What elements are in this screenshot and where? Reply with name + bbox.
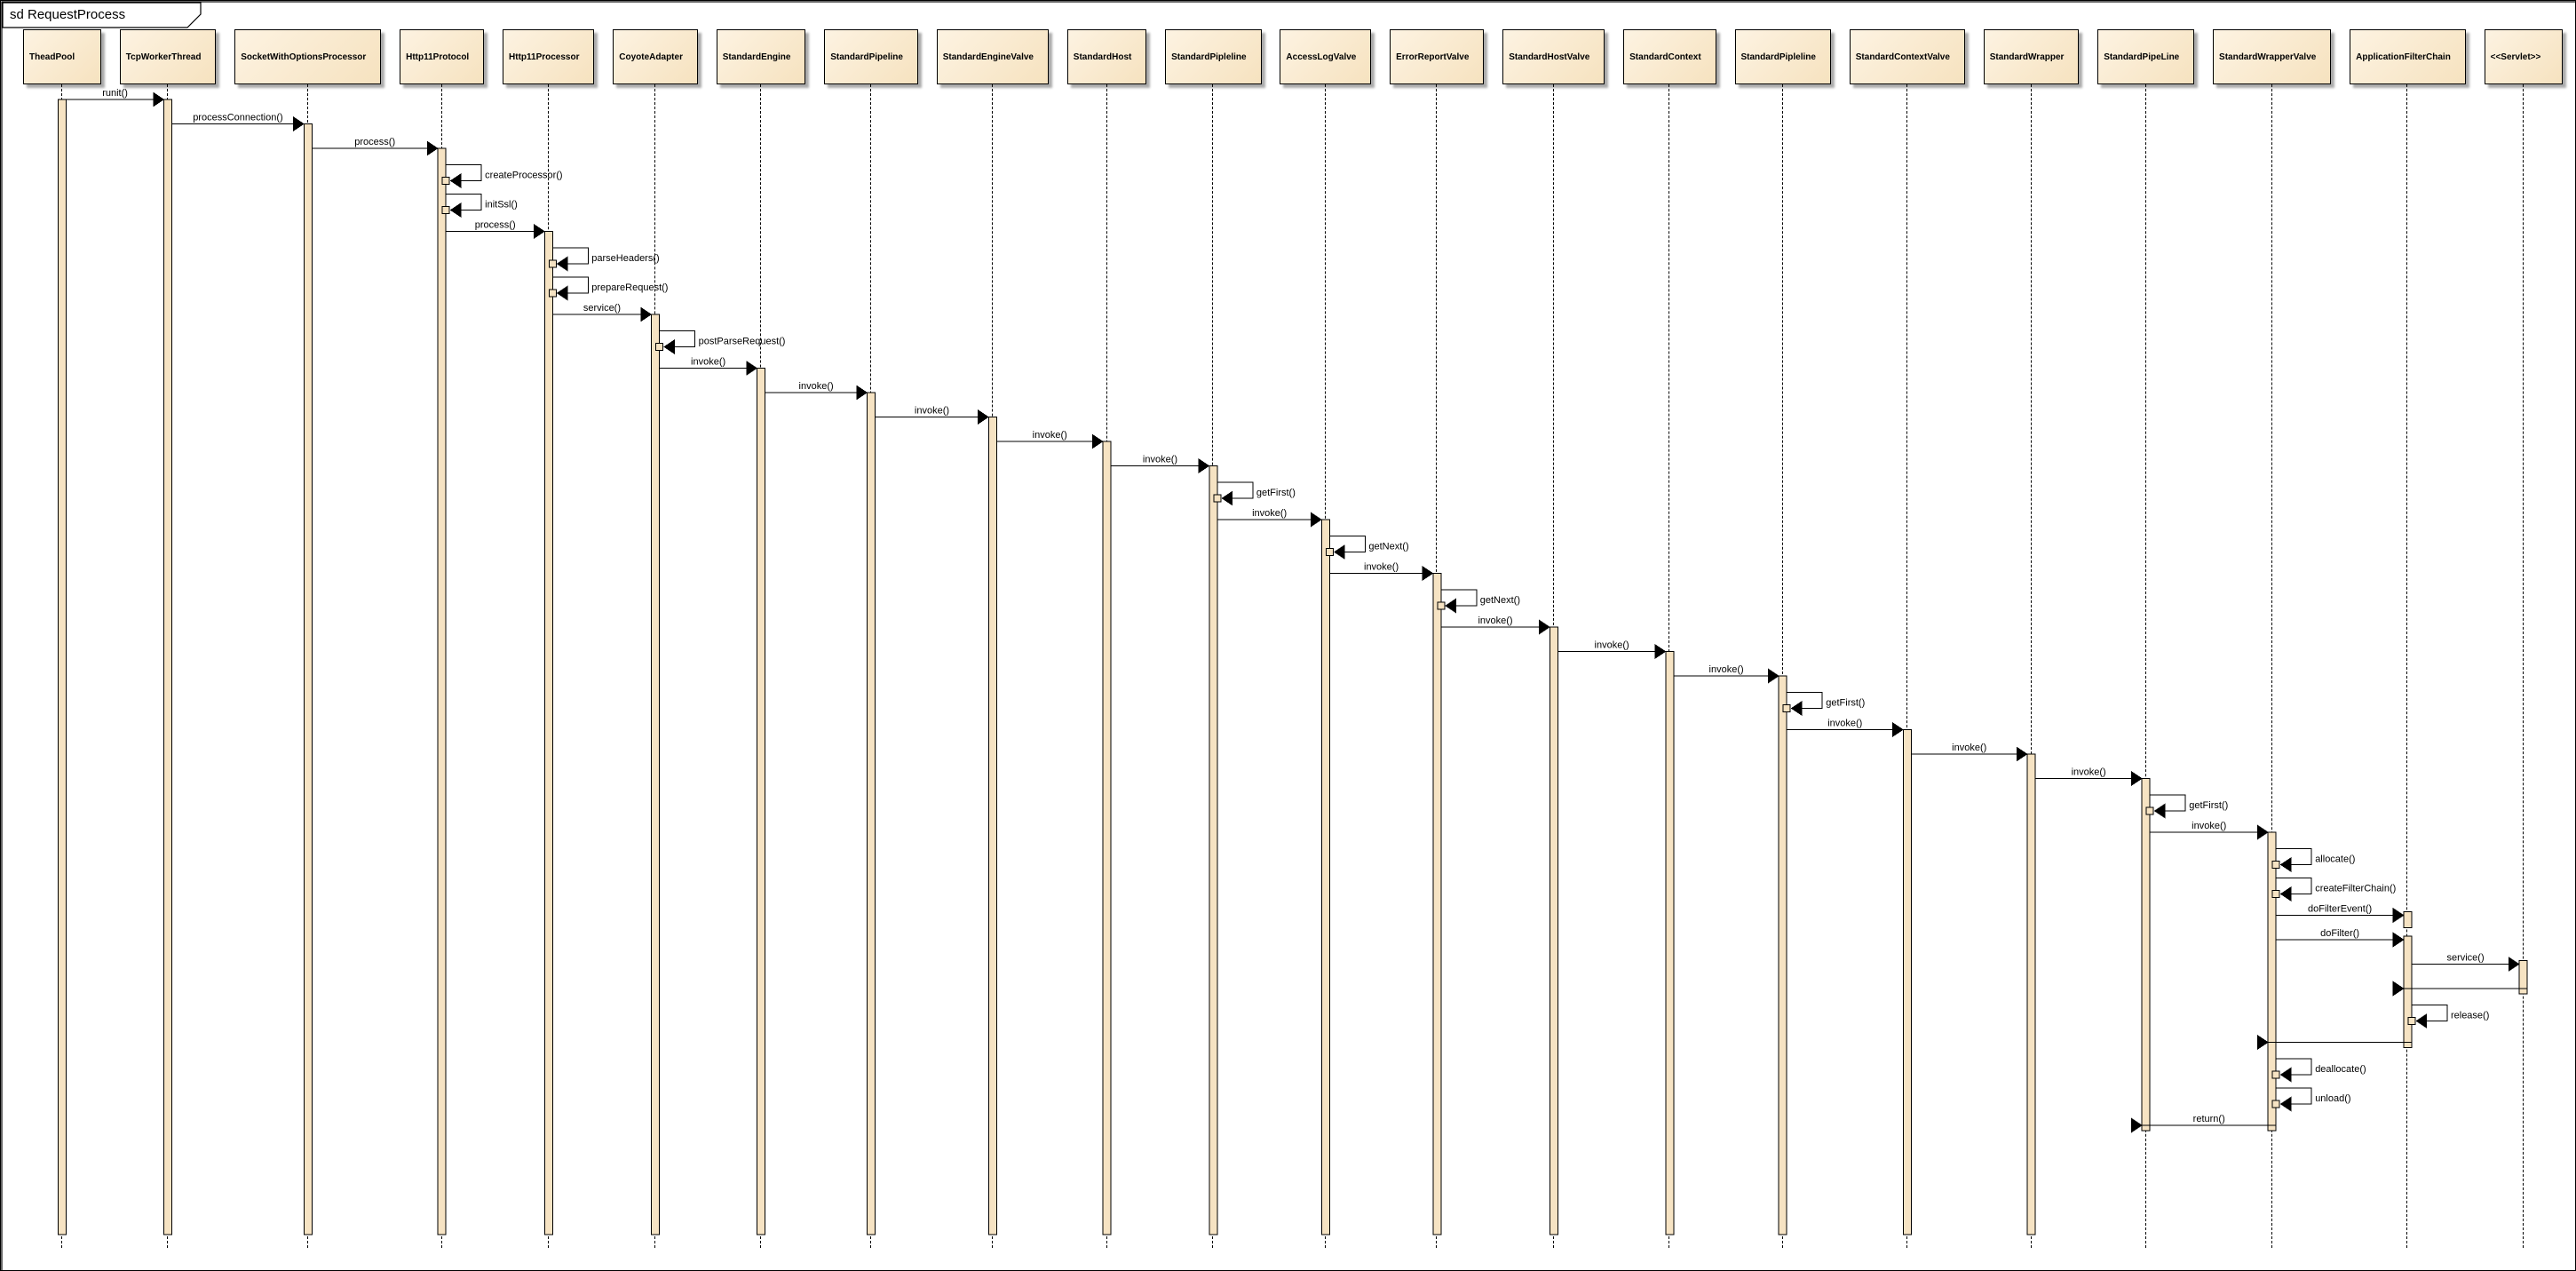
svg-text:allocate(): allocate() [2315, 854, 2355, 865]
svg-text:prepareRequest(): prepareRequest() [591, 282, 668, 293]
svg-text:invoke(): invoke() [915, 406, 949, 417]
svg-text:doFilterEvent(): doFilterEvent() [2308, 904, 2372, 915]
svg-text:processConnection(): processConnection() [193, 113, 283, 123]
svg-text:getNext(): getNext() [1480, 595, 1520, 606]
svg-text:invoke(): invoke() [1827, 719, 1862, 729]
svg-text:process(): process() [475, 220, 516, 231]
svg-text:service(): service() [2446, 953, 2484, 964]
svg-text:return(): return() [2193, 1114, 2225, 1124]
svg-text:invoke(): invoke() [1478, 616, 1512, 626]
svg-text:invoke(): invoke() [2072, 767, 2106, 778]
svg-text:parseHeaders(): parseHeaders() [591, 253, 659, 264]
svg-text:getNext(): getNext() [1368, 542, 1408, 552]
svg-text:doFilter(): doFilter() [2320, 928, 2359, 939]
svg-text:getFirst(): getFirst() [1256, 488, 1296, 498]
svg-text:getFirst(): getFirst() [2189, 800, 2228, 811]
svg-text:initSsl(): initSsl() [485, 200, 518, 211]
svg-text:invoke(): invoke() [2192, 821, 2226, 831]
svg-text:postParseRequest(): postParseRequest() [699, 337, 786, 347]
svg-text:invoke(): invoke() [1364, 562, 1399, 573]
svg-text:runit(): runit() [102, 88, 128, 99]
svg-text:invoke(): invoke() [1952, 743, 1986, 753]
svg-text:release(): release() [2451, 1011, 2489, 1021]
svg-text:service(): service() [583, 303, 621, 314]
svg-text:createProcessor(): createProcessor() [485, 171, 562, 181]
svg-text:invoke(): invoke() [1143, 455, 1177, 465]
svg-text:invoke(): invoke() [799, 381, 834, 392]
svg-text:createFilterChain(): createFilterChain() [2315, 884, 2396, 894]
svg-text:deallocate(): deallocate() [2315, 1064, 2366, 1075]
svg-text:unload(): unload() [2315, 1093, 2350, 1104]
svg-text:getFirst(): getFirst() [1826, 698, 1865, 709]
svg-text:invoke(): invoke() [1033, 430, 1067, 441]
svg-text:invoke(): invoke() [1709, 664, 1744, 675]
svg-text:invoke(): invoke() [1595, 640, 1629, 651]
svg-text:invoke(): invoke() [1252, 508, 1287, 519]
svg-text:process(): process() [354, 137, 395, 147]
svg-text:invoke(): invoke() [691, 357, 725, 368]
